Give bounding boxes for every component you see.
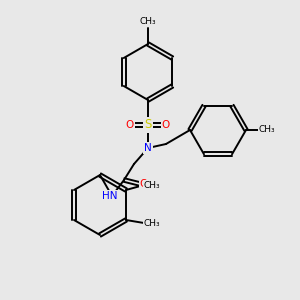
Text: CH₃: CH₃ [140, 17, 156, 26]
Text: O: O [140, 179, 148, 189]
Text: CH₃: CH₃ [259, 125, 275, 134]
Text: CH₃: CH₃ [144, 181, 160, 190]
Text: HN: HN [102, 191, 118, 201]
Text: O: O [162, 120, 170, 130]
Text: O: O [126, 120, 134, 130]
Text: CH₃: CH₃ [144, 218, 160, 227]
Text: N: N [144, 143, 152, 153]
Text: S: S [144, 118, 152, 131]
